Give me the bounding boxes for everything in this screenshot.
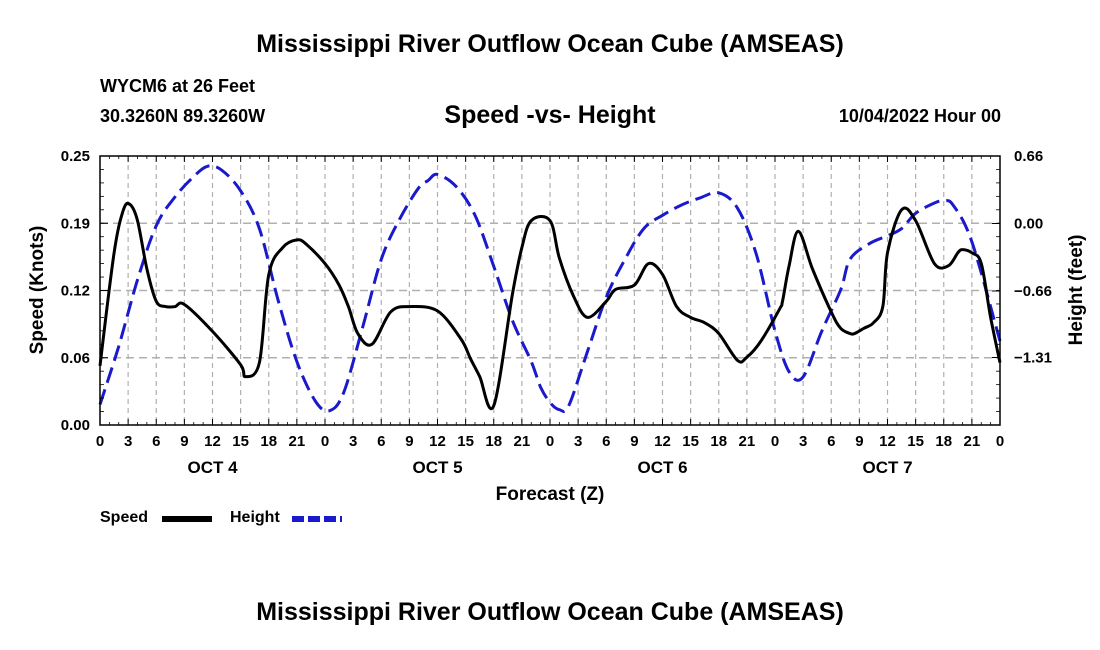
x-tick-label: 6 (827, 433, 835, 450)
x-tick-label: 0 (771, 433, 779, 450)
x-tick-label: 0 (546, 433, 554, 450)
y-right-tick-label: −1.31 (1014, 349, 1052, 366)
x-tick-label: 12 (879, 433, 896, 450)
series-group (98, 164, 1002, 413)
x-tick-label: 18 (485, 433, 502, 450)
y-left-tick-label: 0.00 (61, 417, 90, 434)
x-tick-label: 21 (514, 433, 531, 450)
x-tick-label: 9 (405, 433, 413, 450)
y-left-tick-label: 0.12 (61, 283, 90, 300)
x-tick-label: 3 (124, 433, 132, 450)
grid (100, 156, 1000, 425)
y-left-tick-label: 0.25 (61, 148, 90, 165)
x-tick-label: 9 (630, 433, 638, 450)
chart-title-repeat: Mississippi River Outflow Ocean Cube (AM… (256, 598, 844, 626)
x-tick-label: 12 (204, 433, 221, 450)
chart-title: Mississippi River Outflow Ocean Cube (AM… (256, 30, 844, 58)
station-label: WYCM6 at 26 Feet (100, 76, 256, 96)
y-left-tick-label: 0.19 (61, 215, 90, 232)
y-right-tick-label: 0.00 (1014, 216, 1043, 233)
y-right-tick-label: 0.66 (1014, 148, 1043, 165)
x-tick-label: 18 (260, 433, 277, 450)
legend-height-label: Height (230, 509, 280, 526)
x-tick-label: 12 (654, 433, 671, 450)
legend-speed-label: Speed (100, 509, 149, 526)
x-tick-label: 15 (907, 433, 924, 450)
x-tick-label: 6 (602, 433, 610, 450)
x-tick-label: 3 (799, 433, 807, 450)
x-tick-label: 18 (935, 433, 952, 450)
day-label: OCT 5 (412, 458, 462, 477)
coordinates-label: 30.3260N 89.3260W (100, 106, 266, 126)
x-tick-label: 18 (710, 433, 727, 450)
y-left-tick-label: 0.06 (61, 350, 90, 367)
x-tick-label: 9 (855, 433, 863, 450)
x-tick-label: 0 (96, 433, 104, 450)
x-tick-label: 0 (996, 433, 1004, 450)
day-label: OCT 6 (637, 458, 687, 477)
axes: 0 3 6 9 12 15 18 21 0 3 6 9 12 15 18 21 0 3 6 9 12 15 18 21 0 3 6 9… (61, 148, 1052, 477)
day-label: OCT 4 (187, 458, 238, 477)
y-axis-left-label: Speed (Knots) (27, 226, 48, 355)
x-tick-label: 9 (180, 433, 188, 450)
chart-subtitle: Speed -vs- Height (444, 101, 656, 129)
x-tick-label: 21 (964, 433, 981, 450)
height-series-line (98, 164, 1002, 413)
x-tick-label: 15 (232, 433, 249, 450)
x-tick-label: 21 (739, 433, 756, 450)
y-axis-right-label: Height (feet) (1066, 235, 1087, 346)
x-tick-label: 3 (349, 433, 357, 450)
x-tick-label: 15 (682, 433, 699, 450)
forecast-datetime: 10/04/2022 Hour 00 (838, 106, 1001, 126)
x-tick-label: 6 (377, 433, 385, 450)
speed-series-line (98, 201, 1002, 411)
y-right-tick-label: −0.66 (1014, 283, 1052, 300)
x-tick-label: 0 (321, 433, 329, 450)
x-tick-label: 6 (152, 433, 160, 450)
x-axis-label: Forecast (Z) (496, 484, 605, 505)
x-tick-label: 15 (457, 433, 474, 450)
x-tick-label: 12 (429, 433, 446, 450)
day-label: OCT 7 (862, 458, 912, 477)
x-tick-label: 21 (289, 433, 306, 450)
x-tick-label: 3 (574, 433, 582, 450)
